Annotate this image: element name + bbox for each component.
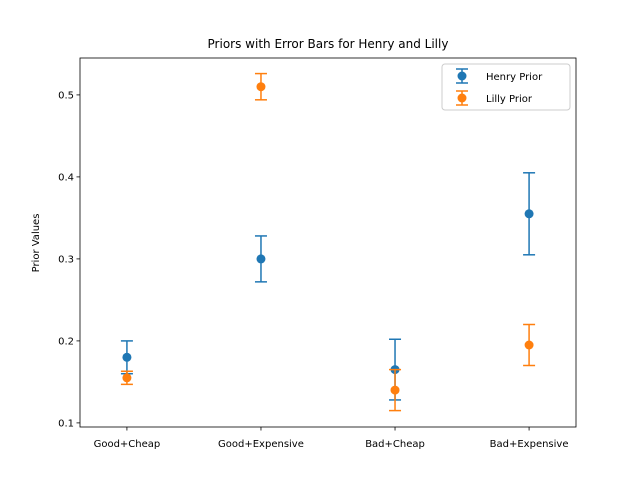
y-tick-label: 0.5 bbox=[58, 90, 74, 101]
x-tick-label: Good+Cheap bbox=[94, 439, 161, 450]
henry-prior-legend-label: Henry Prior bbox=[486, 72, 543, 83]
x-tick-label: Bad+Expensive bbox=[490, 439, 569, 450]
lilly-prior-legend-marker bbox=[457, 93, 467, 103]
plot-frame bbox=[79, 57, 577, 428]
y-tick-label: 0.3 bbox=[58, 254, 74, 265]
henry-prior-point bbox=[524, 209, 534, 219]
legend: Henry Prior Lilly Prior bbox=[441, 63, 571, 111]
lilly-prior-point bbox=[256, 82, 266, 92]
lilly-prior-legend-label: Lilly Prior bbox=[486, 94, 533, 105]
lilly-prior-point bbox=[390, 385, 400, 395]
lilly-prior-point bbox=[524, 340, 534, 350]
y-tick-label: 0.1 bbox=[58, 418, 74, 429]
y-axis-label: Prior Values bbox=[31, 214, 42, 273]
plot-area: 0.1 0.2 0.3 0.4 0.5 Good+Cheap Good+Expensive B… bbox=[58, 57, 577, 450]
x-tick-label: Bad+Cheap bbox=[365, 439, 425, 450]
y-tick-label: 0.2 bbox=[58, 336, 74, 347]
henry-prior-point bbox=[256, 254, 266, 264]
x-tick-label: Good+Expensive bbox=[218, 439, 304, 450]
y-tick-label: 0.4 bbox=[58, 172, 74, 183]
henry-prior-legend-marker bbox=[457, 71, 467, 81]
chart-title: Priors with Error Bars for Henry and Lil… bbox=[208, 37, 449, 51]
legend-box bbox=[441, 63, 571, 111]
lilly-prior-point bbox=[122, 373, 132, 383]
henry-prior-point bbox=[122, 352, 132, 362]
